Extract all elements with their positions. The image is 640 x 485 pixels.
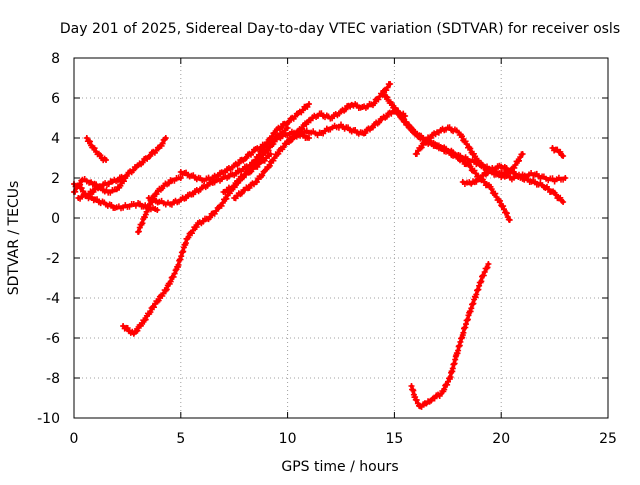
- y-axis-label: SDTVAR / TECUs: [6, 181, 22, 296]
- x-tick-label: 25: [599, 431, 617, 447]
- x-tick-label: 0: [70, 431, 79, 447]
- y-tick-label: 2: [51, 171, 60, 187]
- x-axis-label: GPS time / hours: [281, 459, 398, 475]
- data-series: [71, 81, 569, 410]
- series-point-markers: [177, 107, 409, 184]
- series-arc-16: [549, 145, 567, 159]
- axis-ticks: 0 5 10 15 20 25 -10 -8 -6 -4 -2 0 2 4 6 8: [37, 51, 617, 447]
- series-arc-14: [412, 124, 526, 181]
- y-tick-label: -4: [46, 291, 60, 307]
- x-tick-label: 5: [176, 431, 185, 447]
- y-tick-label: -8: [46, 371, 60, 387]
- series-arc-15: [459, 162, 567, 205]
- y-tick-label: -6: [46, 331, 60, 347]
- series-line: [381, 92, 568, 182]
- y-tick-label: 6: [51, 91, 60, 107]
- series-arc-13: [391, 105, 513, 223]
- series-point-markers: [75, 135, 169, 202]
- series-arc-4: [75, 135, 169, 202]
- plot-frame: [73, 57, 609, 419]
- series-arc-9: [220, 101, 312, 196]
- series-arc-11: [284, 81, 394, 146]
- series-point-markers: [135, 174, 184, 235]
- x-tick-label: 10: [279, 431, 297, 447]
- y-tick-label: 4: [51, 131, 60, 147]
- y-tick-label: -10: [37, 411, 60, 427]
- series-point-markers: [220, 101, 312, 196]
- series-arc-8: [177, 107, 409, 184]
- y-tick-label: -2: [46, 251, 60, 267]
- series-point-markers: [459, 162, 567, 205]
- series-point-markers: [549, 145, 567, 159]
- series-point-markers: [408, 261, 492, 410]
- series-arc-17: [408, 261, 492, 410]
- x-tick-label: 15: [385, 431, 403, 447]
- series-arc-3: [83, 135, 109, 164]
- x-tick-label: 20: [492, 431, 510, 447]
- series-point-markers: [391, 105, 513, 223]
- y-tick-label: 0: [51, 211, 60, 227]
- chart-title: Day 201 of 2025, Sidereal Day-to-day VTE…: [60, 21, 620, 37]
- series-point-markers: [412, 124, 526, 181]
- y-tick-label: 8: [51, 51, 60, 67]
- series-arc-5: [135, 174, 184, 235]
- series-point-markers: [83, 135, 109, 164]
